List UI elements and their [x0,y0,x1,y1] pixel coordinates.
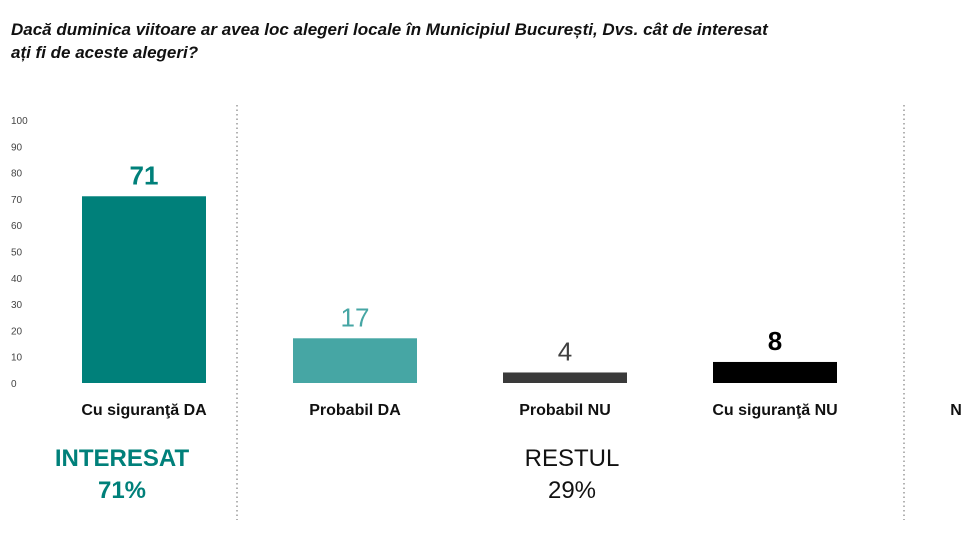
category-label: Probabil NU [519,402,611,419]
chart-title: Dacă duminica viitoare ar avea loc alege… [11,20,768,62]
ytick-label: 0 [11,379,17,390]
ytick-label: 10 [11,353,23,364]
group-restul: RESTUL 29% [480,443,664,507]
ytick-label: 100 [11,116,28,127]
group-interesat-value: 71% [97,477,147,504]
group-interesat-label: INTERESAT [54,445,190,472]
bar [82,196,206,383]
ytick-label: 60 [11,221,23,232]
category-label: Probabil DA [309,402,401,419]
data-label: 8 [768,326,782,356]
category-label: N [950,402,962,419]
data-label: 71 [130,160,159,190]
bar [293,338,417,383]
group-restul-label: RESTUL [524,445,620,472]
ytick-label: 70 [11,195,23,206]
bar [713,361,837,383]
ytick-label: 20 [11,326,23,337]
category-label: Cu siguranţă NU [712,402,837,419]
category-label: Cu siguranţă DA [81,402,207,419]
ytick-label: 50 [11,248,23,259]
ytick-label: 90 [11,142,23,153]
bar [503,372,627,383]
ytick-label: 40 [11,274,23,285]
data-label: 17 [341,302,370,332]
data-label: 4 [558,336,572,366]
group-restul-value: 29% [547,477,597,504]
group-interesat: INTERESAT 71% [30,443,214,507]
ytick-label: 80 [11,169,23,180]
ytick-label: 30 [11,300,23,311]
